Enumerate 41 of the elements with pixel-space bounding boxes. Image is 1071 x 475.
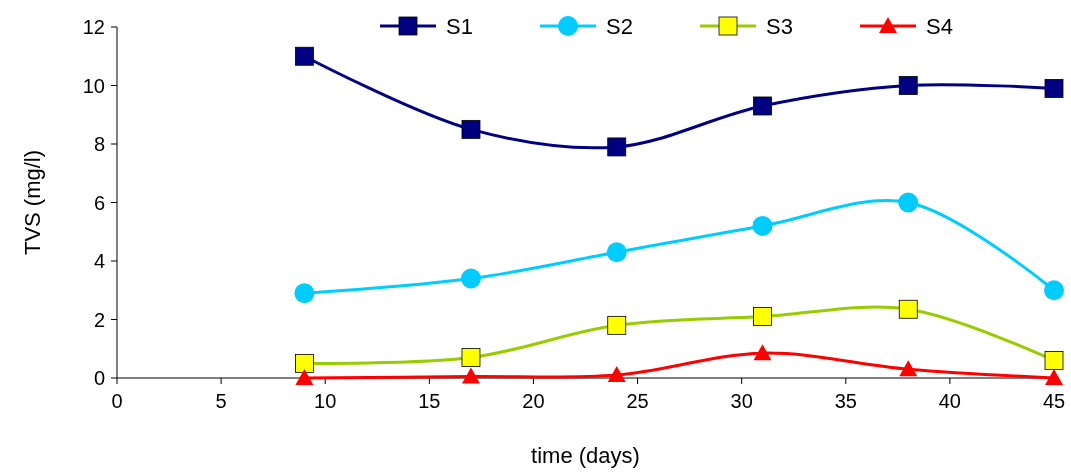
x-tick-label: 5 [215,390,227,412]
point [295,369,314,385]
point [753,96,772,116]
y-tick-label: 4 [93,250,105,272]
x-axis-title: time (days) [531,443,640,468]
y-axis-title: TVS (mg/l) [20,149,45,256]
point [295,46,314,66]
x-tick-label: 20 [522,390,545,412]
point [1044,79,1064,98]
y-tick-label: 8 [93,133,105,155]
y-tick-label: 12 [82,16,105,38]
x-tick-label: 10 [314,390,337,412]
point [461,119,481,139]
x-tick-label: 40 [938,390,962,412]
x-tick-label: 35 [834,390,857,412]
x-tick-label: 45 [1042,390,1066,412]
point [753,344,772,361]
point [606,242,627,263]
x-tick-label: 0 [111,390,123,412]
legend-label: S4 [926,13,953,39]
legend-label: S2 [606,13,633,39]
point [607,366,626,383]
legend-label: S3 [766,13,793,39]
x-tick-label: 25 [626,390,649,412]
point [460,268,481,289]
point [1044,280,1064,301]
point [294,283,315,304]
point [752,215,773,236]
point [461,367,480,384]
y-tick-label: 2 [93,308,105,331]
y-tick-label: 10 [82,74,105,97]
y-tick-label: 0 [93,367,105,389]
x-tick-label: 30 [730,390,753,412]
point [899,360,918,377]
legend-label: S1 [446,13,473,39]
point [898,192,919,213]
y-tick-label: 6 [93,191,105,214]
point [898,76,918,95]
x-tick-label: 15 [418,390,441,412]
point [607,137,627,157]
point [1045,369,1063,385]
